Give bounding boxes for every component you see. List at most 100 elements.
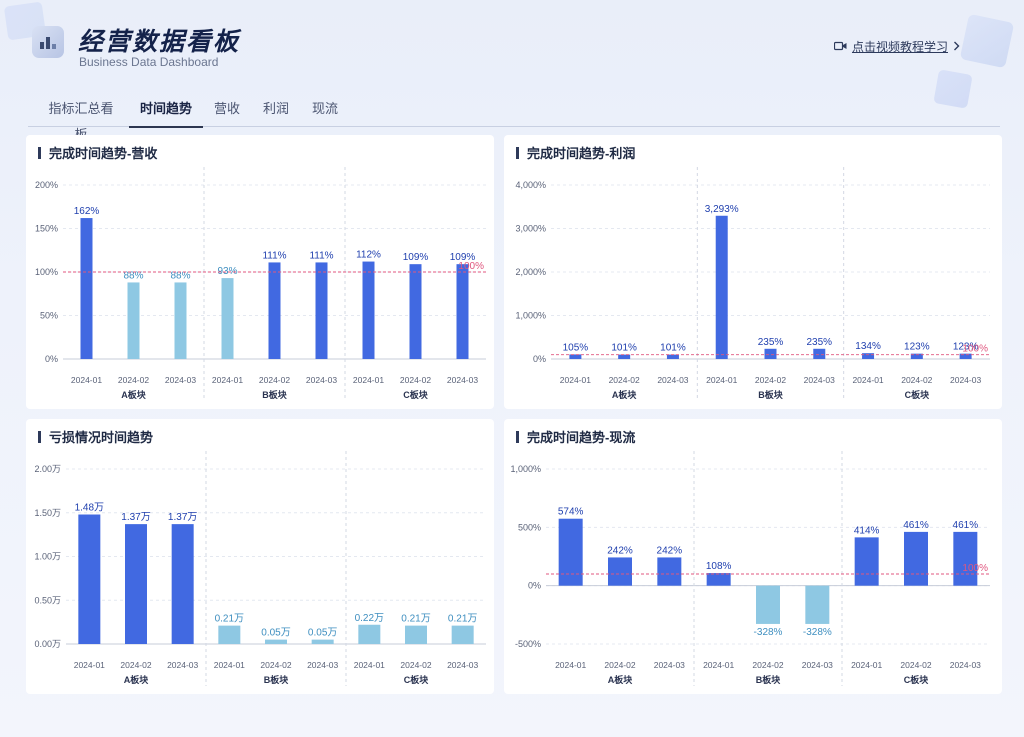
y-tick-label: 200% — [35, 180, 58, 190]
x-tick-label: 2024-01 — [212, 375, 243, 385]
bar — [854, 537, 879, 586]
tab-revenue[interactable]: 营收 — [214, 101, 241, 116]
bar — [904, 531, 928, 586]
x-tick-label: 2024-03 — [447, 660, 478, 670]
y-tick-label: 4,000% — [515, 180, 546, 190]
bar — [657, 557, 682, 586]
bar — [618, 354, 631, 359]
bar — [80, 218, 93, 359]
group-label: A板块 — [121, 389, 146, 400]
group-label: B板块 — [758, 389, 783, 400]
target-line-label: 100% — [458, 261, 484, 272]
tab-time-trend[interactable]: 时间趋势 — [129, 96, 203, 128]
bar — [456, 264, 469, 359]
group-label: B板块 — [262, 389, 287, 400]
y-tick-label: 1,000% — [515, 311, 546, 321]
bar — [569, 354, 582, 359]
x-tick-label: 2024-03 — [802, 660, 833, 670]
y-tick-label: 0% — [45, 354, 58, 364]
bar — [813, 348, 826, 359]
data-label: 105% — [563, 342, 589, 353]
x-tick-label: 2024-02 — [755, 375, 786, 385]
bar — [127, 282, 140, 359]
x-tick-label: 2024-03 — [804, 375, 835, 385]
data-label: 0.05万 — [261, 628, 290, 639]
tab-profit[interactable]: 利润 — [263, 101, 290, 116]
bar — [78, 514, 101, 644]
y-tick-label: -500% — [515, 639, 541, 649]
data-label: -328% — [803, 627, 832, 638]
chart-card-profit: 完成时间趋势-利润 0% 1,000% 2,000% 3,000% 4,000% 105%… — [504, 135, 1002, 409]
x-tick-label: 2024-03 — [307, 660, 338, 670]
group-label: B板块 — [264, 674, 289, 685]
bar — [764, 348, 777, 359]
data-label: 3,293% — [705, 204, 739, 215]
chart-title: 完成时间趋势-利润 — [516, 143, 635, 162]
y-tick-label: 3,000% — [515, 224, 546, 234]
video-tutorial-link[interactable]: 点击视频教程学习 — [833, 38, 960, 55]
data-label: 1.37万 — [121, 512, 150, 523]
y-tick-label: 0% — [533, 354, 546, 364]
bar — [358, 624, 381, 644]
data-label: 109% — [403, 252, 429, 263]
data-label: 235% — [806, 337, 832, 348]
x-tick-label: 2024-02 — [259, 375, 290, 385]
group-label: B板块 — [756, 674, 781, 685]
revenue-chart: 0% 50% 100% 150% 200% 162% 2024-01 88% 2024-02 88… — [35, 167, 486, 401]
bar — [171, 524, 194, 644]
data-label: 0.21万 — [448, 614, 477, 625]
x-tick-label: 2024-01 — [706, 375, 737, 385]
group-label: A板块 — [608, 674, 633, 685]
group-label: A板块 — [612, 389, 637, 400]
bar — [862, 353, 875, 359]
y-tick-label: 0.00万 — [34, 639, 61, 649]
x-tick-label: 2024-01 — [703, 660, 734, 670]
bar — [910, 353, 923, 359]
y-tick-label: 0% — [528, 581, 541, 591]
tab-cashflow[interactable]: 现流 — [312, 101, 339, 116]
bar — [311, 639, 334, 644]
bar — [953, 531, 978, 586]
tab-bar: 指标汇总看板 时间趋势 营收 利润 现流 — [28, 96, 1000, 142]
chevron-right-icon — [953, 40, 960, 54]
x-tick-label: 2024-01 — [354, 660, 385, 670]
data-label: 461% — [953, 520, 979, 531]
bar — [959, 353, 972, 359]
data-label: 1.48万 — [75, 503, 104, 514]
data-label: 101% — [660, 343, 686, 354]
bar — [268, 262, 281, 359]
data-label: 111% — [309, 250, 333, 261]
x-tick-label: 2024-01 — [852, 375, 883, 385]
bar — [608, 557, 632, 586]
target-line-label: 100% — [962, 563, 988, 574]
y-tick-label: 2.00万 — [34, 464, 61, 474]
data-label: 88% — [123, 270, 143, 281]
cashflow-chart: -500% 0% 500% 1,000% 574% 2024-01 242% 2024-02 2… — [510, 451, 990, 686]
x-tick-label: 2024-01 — [71, 375, 102, 385]
data-label: 0.22万 — [355, 613, 384, 624]
data-label: 93% — [217, 266, 237, 277]
y-tick-label: 1.00万 — [34, 552, 61, 562]
data-label: 123% — [953, 342, 979, 353]
data-label: 1.37万 — [168, 512, 197, 523]
dashboard-logo-icon — [32, 26, 64, 58]
loss-chart: 0.00万 0.50万 1.00万 1.50万 2.00万 1.48万 2024-01 1.3… — [34, 451, 486, 686]
video-camera-icon — [833, 40, 847, 54]
data-label: 101% — [611, 343, 637, 354]
chart-card-cashflow: 完成时间趋势-现流 -500% 0% 500% 1,000% 574% 2024-01 24… — [504, 419, 1002, 694]
data-label: 111% — [262, 250, 286, 261]
decorative-cube — [959, 13, 1015, 69]
group-label: C板块 — [404, 674, 429, 685]
bar — [218, 625, 241, 644]
y-tick-label: 500% — [518, 522, 541, 532]
data-label: 112% — [356, 250, 381, 261]
data-label: 134% — [855, 341, 881, 352]
group-label: C板块 — [403, 389, 428, 400]
tab-summary[interactable]: 指标汇总看板 — [48, 101, 114, 142]
tutorial-link-label: 点击视频教程学习 — [851, 40, 948, 54]
x-tick-label: 2024-01 — [555, 660, 586, 670]
data-label: 461% — [903, 520, 929, 531]
x-tick-label: 2024-02 — [604, 660, 635, 670]
bar — [558, 518, 583, 586]
x-tick-label: 2024-03 — [306, 375, 337, 385]
